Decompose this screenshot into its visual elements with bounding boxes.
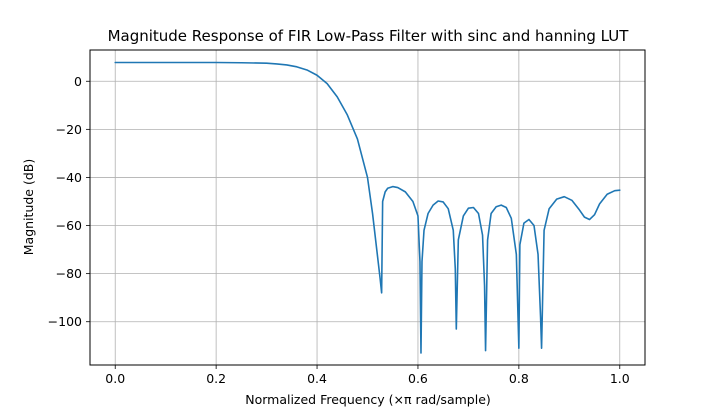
y-tick-label: −20: [56, 122, 82, 137]
series-line-0: [114, 61, 621, 354]
y-tick-label: −100: [48, 314, 82, 329]
y-tick-label: −80: [56, 266, 82, 281]
y-axis-label: Magnitude (dB): [21, 159, 36, 255]
y-axis-ticks: 0 −20 −40 −60 −80 −100: [48, 74, 90, 329]
x-tick-label: 0.0: [105, 371, 125, 386]
x-tick-label: 0.4: [307, 371, 327, 386]
x-axis-ticks: 0.0 0.2 0.4 0.6 0.8 1.0: [105, 365, 630, 386]
x-tick-label: 0.2: [206, 371, 226, 386]
x-axis-label: Normalized Frequency (×π rad/sample): [245, 392, 491, 407]
plot-frame: [89, 49, 646, 366]
chart-title: Magnitude Response of FIR Low-Pass Filte…: [108, 27, 630, 45]
y-tick-label: −60: [56, 218, 82, 233]
x-tick-label: 0.8: [509, 371, 529, 386]
y-tick-label: 0: [74, 74, 82, 89]
x-tick-label: 0.6: [408, 371, 428, 386]
y-tick-label: −40: [56, 170, 82, 185]
series-layer: [114, 61, 621, 354]
x-tick-label: 1.0: [610, 371, 630, 386]
